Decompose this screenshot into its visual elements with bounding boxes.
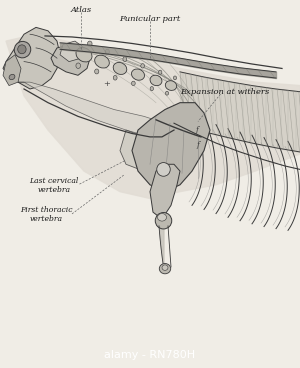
Polygon shape xyxy=(3,27,60,89)
Text: vertebra: vertebra xyxy=(30,215,63,223)
Text: Last cervical: Last cervical xyxy=(29,177,79,185)
Ellipse shape xyxy=(123,57,127,61)
Ellipse shape xyxy=(76,63,80,68)
Ellipse shape xyxy=(155,213,172,229)
Polygon shape xyxy=(132,103,210,192)
Polygon shape xyxy=(51,45,90,75)
Ellipse shape xyxy=(165,81,177,91)
Ellipse shape xyxy=(162,265,168,270)
Polygon shape xyxy=(18,82,174,137)
Text: alamy - RN780H: alamy - RN780H xyxy=(104,350,196,360)
Text: Funicular part: Funicular part xyxy=(119,15,181,23)
Polygon shape xyxy=(60,41,84,61)
Ellipse shape xyxy=(150,86,154,91)
Polygon shape xyxy=(120,130,180,171)
Ellipse shape xyxy=(113,75,117,80)
Text: f: f xyxy=(195,126,198,134)
Ellipse shape xyxy=(9,74,15,80)
Ellipse shape xyxy=(88,41,92,46)
Ellipse shape xyxy=(141,64,145,68)
Ellipse shape xyxy=(157,163,170,176)
Ellipse shape xyxy=(173,76,177,80)
Polygon shape xyxy=(150,164,180,219)
Ellipse shape xyxy=(113,63,127,74)
Ellipse shape xyxy=(131,81,135,86)
Text: vertebra: vertebra xyxy=(38,186,70,194)
Ellipse shape xyxy=(159,263,171,274)
Ellipse shape xyxy=(14,42,31,58)
Polygon shape xyxy=(3,55,21,86)
Ellipse shape xyxy=(95,69,99,74)
Ellipse shape xyxy=(158,213,166,221)
Ellipse shape xyxy=(165,91,169,95)
Ellipse shape xyxy=(18,45,26,54)
Text: First thoracic: First thoracic xyxy=(20,206,73,215)
Ellipse shape xyxy=(131,69,145,80)
Text: Atlas: Atlas xyxy=(70,6,92,14)
Polygon shape xyxy=(6,34,300,198)
Ellipse shape xyxy=(76,47,92,62)
Ellipse shape xyxy=(95,55,109,68)
Ellipse shape xyxy=(150,75,162,86)
Text: +: + xyxy=(103,80,110,88)
Text: f: f xyxy=(196,141,200,149)
Ellipse shape xyxy=(158,70,162,74)
Ellipse shape xyxy=(105,49,110,54)
Text: Expansion at withers: Expansion at withers xyxy=(180,88,270,96)
